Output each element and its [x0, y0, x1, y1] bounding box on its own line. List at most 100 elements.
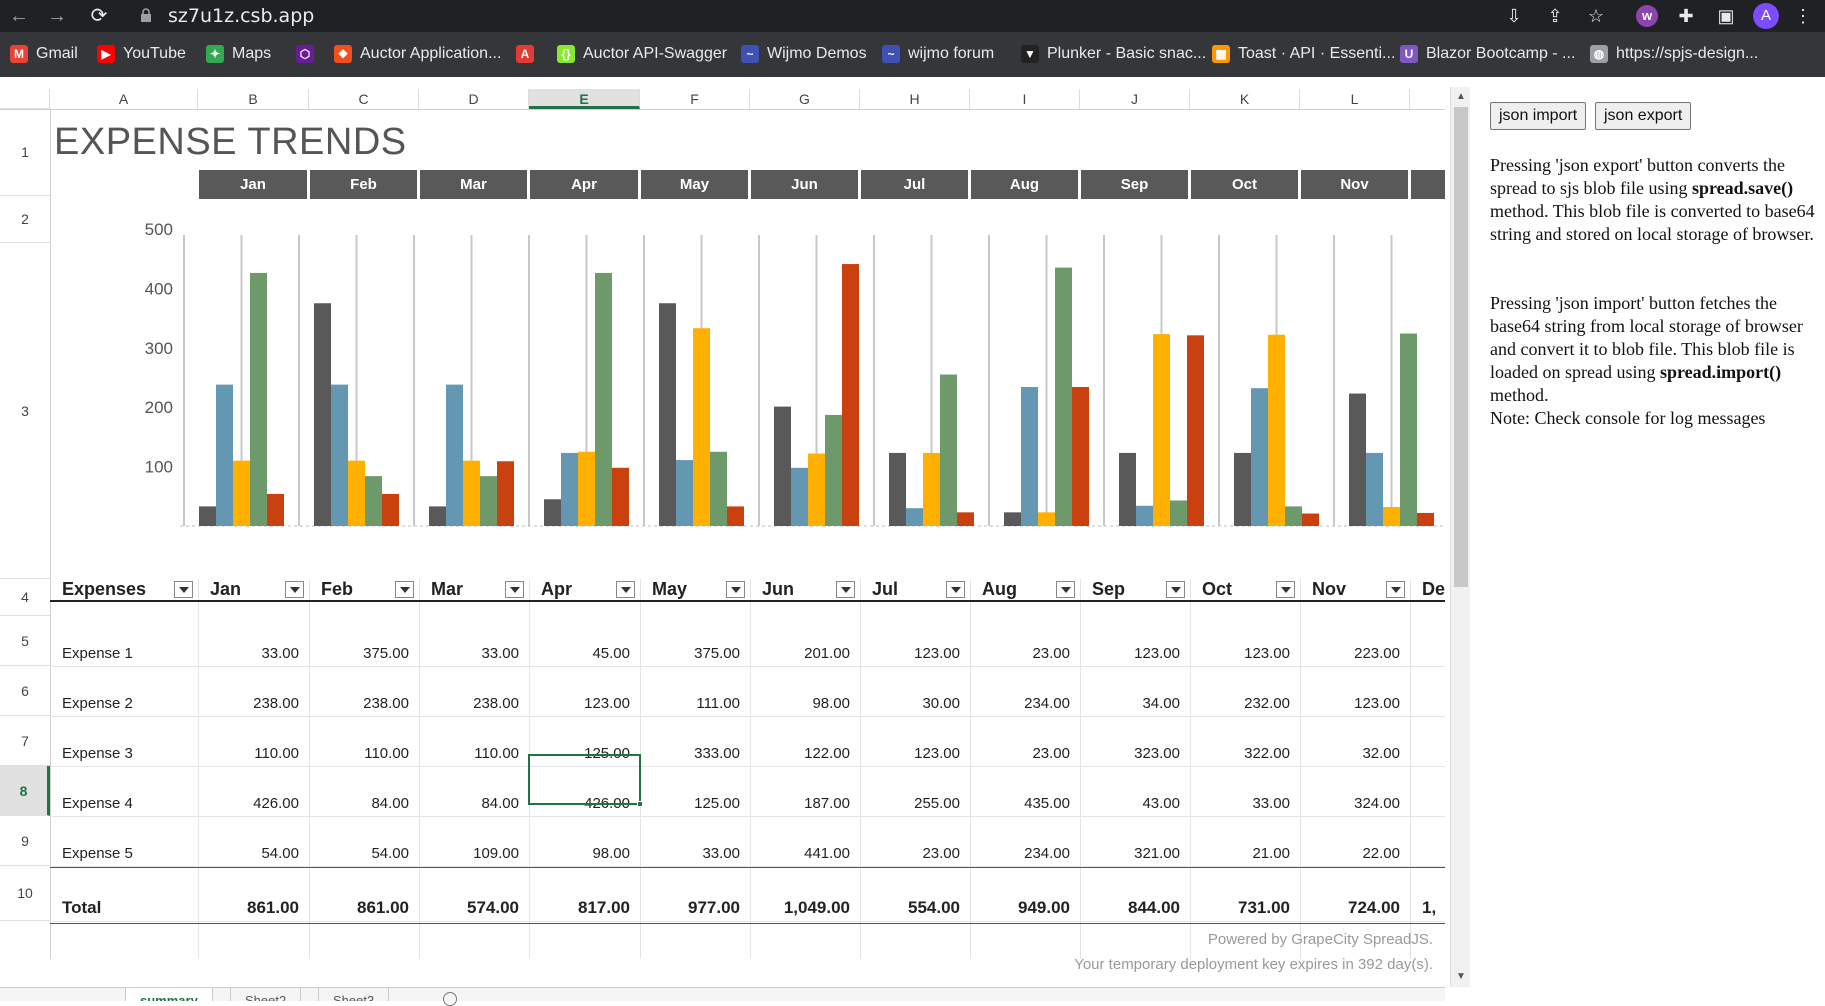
- bookmark-item[interactable]: ▼ Plunker - Basic snac...: [1021, 42, 1206, 66]
- column-header-d[interactable]: D: [419, 89, 529, 109]
- bookmark-item[interactable]: ◍ https://spjs-design...: [1590, 42, 1758, 66]
- filter-dropdown-icon[interactable]: [1056, 581, 1075, 598]
- table-cell[interactable]: 435.00: [1024, 795, 1070, 812]
- table-cell[interactable]: 323.00: [1134, 745, 1180, 762]
- total-cell[interactable]: 861.00: [247, 898, 299, 917]
- filter-dropdown-icon[interactable]: [1386, 581, 1405, 598]
- row-header-2[interactable]: 2: [0, 196, 50, 243]
- column-header-f[interactable]: F: [640, 89, 750, 109]
- bookmark-item[interactable]: A: [516, 42, 542, 66]
- bookmark-item[interactable]: M Gmail: [10, 42, 78, 66]
- table-cell[interactable]: 234.00: [1024, 695, 1070, 712]
- filter-dropdown-icon[interactable]: [946, 581, 965, 598]
- table-cell[interactable]: 23.00: [1032, 745, 1070, 762]
- table-cell[interactable]: 98.00: [592, 845, 630, 862]
- json-export-button[interactable]: json export: [1595, 102, 1692, 130]
- total-cell[interactable]: 949.00: [1018, 898, 1070, 917]
- total-cell[interactable]: 554.00: [908, 898, 960, 917]
- table-cell[interactable]: 321.00: [1134, 845, 1180, 862]
- column-header-j[interactable]: J: [1080, 89, 1190, 109]
- filter-dropdown-icon[interactable]: [285, 581, 304, 598]
- json-import-button[interactable]: json import: [1490, 102, 1587, 130]
- vertical-scrollbar[interactable]: ▲ ▼: [1450, 87, 1470, 987]
- table-cell[interactable]: 33.00: [1252, 795, 1290, 812]
- sheet-tab-summary[interactable]: summary: [125, 988, 213, 1001]
- column-header-h[interactable]: H: [860, 89, 970, 109]
- column-header-e[interactable]: E: [529, 89, 640, 109]
- menu-kebab-icon[interactable]: ⋮: [1794, 6, 1812, 26]
- table-cell[interactable]: 33.00: [481, 645, 519, 662]
- total-cell[interactable]: 1,049.00: [783, 898, 850, 917]
- column-header-g[interactable]: G: [750, 89, 860, 109]
- reload-icon[interactable]: ⟳: [90, 5, 108, 27]
- row-header-4[interactable]: 4: [0, 579, 50, 616]
- total-cell[interactable]: 1,: [1422, 898, 1437, 917]
- total-cell[interactable]: 724.00: [1348, 898, 1400, 917]
- table-cell[interactable]: 32.00: [1362, 745, 1400, 762]
- table-cell[interactable]: 33.00: [702, 845, 740, 862]
- table-cell[interactable]: 123.00: [1354, 695, 1400, 712]
- total-cell[interactable]: 731.00: [1238, 898, 1290, 917]
- expense-trends-chart[interactable]: 100 200 300 400 500: [50, 199, 1445, 549]
- column-header-k[interactable]: K: [1190, 89, 1300, 109]
- table-cell[interactable]: 45.00: [592, 645, 630, 662]
- filter-dropdown-icon[interactable]: [836, 581, 855, 598]
- filter-dropdown-icon[interactable]: [726, 581, 745, 598]
- row-header-7[interactable]: 7: [0, 716, 50, 766]
- table-cell[interactable]: 123.00: [914, 745, 960, 762]
- table-cell[interactable]: 223.00: [1354, 645, 1400, 662]
- row-header-5[interactable]: 5: [0, 616, 50, 666]
- scrollbar-thumb[interactable]: [1454, 107, 1468, 587]
- table-cell[interactable]: 333.00: [694, 745, 740, 762]
- filter-dropdown-icon[interactable]: [395, 581, 414, 598]
- sheet-tab-sheet2[interactable]: Sheet2: [230, 988, 302, 1001]
- table-cell[interactable]: 123.00: [914, 645, 960, 662]
- table-cell[interactable]: 255.00: [914, 795, 960, 812]
- spreadsheet[interactable]: A B C D E F G H I J K L 1 2 3 4 5 6 7 8 9 10 EXPENSE TRENDS Jan…: [0, 77, 1445, 1001]
- bookmark-item[interactable]: ▦ Toast · API · Essenti...: [1212, 42, 1395, 66]
- extensions-puzzle-icon[interactable]: ✚: [1678, 6, 1694, 26]
- table-cell[interactable]: 34.00: [1142, 695, 1180, 712]
- table-cell[interactable]: 238.00: [363, 695, 409, 712]
- table-cell[interactable]: 23.00: [922, 845, 960, 862]
- row-header-6[interactable]: 6: [0, 666, 50, 716]
- table-cell[interactable]: 122.00: [804, 745, 850, 762]
- table-cell[interactable]: 322.00: [1244, 745, 1290, 762]
- table-cell[interactable]: 43.00: [1142, 795, 1180, 812]
- column-header-l[interactable]: L: [1300, 89, 1410, 109]
- table-cell[interactable]: 54.00: [261, 845, 299, 862]
- table-cell[interactable]: 109.00: [473, 845, 519, 862]
- table-cell[interactable]: 22.00: [1362, 845, 1400, 862]
- scroll-down-icon[interactable]: ▼: [1456, 971, 1466, 982]
- add-sheet-icon[interactable]: [443, 992, 457, 1006]
- table-cell[interactable]: 234.00: [1024, 845, 1070, 862]
- table-cell[interactable]: 238.00: [473, 695, 519, 712]
- table-cell[interactable]: 441.00: [804, 845, 850, 862]
- table-cell[interactable]: 110.00: [364, 745, 409, 762]
- bookmark-item[interactable]: ~ wijmo forum: [882, 42, 994, 66]
- bookmark-item[interactable]: ❖ Auctor Application...: [334, 42, 501, 66]
- row-header-3[interactable]: 3: [0, 243, 50, 579]
- install-icon[interactable]: ⇩: [1506, 6, 1522, 26]
- table-cell[interactable]: 84.00: [481, 795, 519, 812]
- bookmark-item[interactable]: U Blazor Bootcamp - ...: [1400, 42, 1575, 66]
- total-cell[interactable]: 817.00: [578, 898, 630, 917]
- bookmark-item[interactable]: ▶ YouTube: [97, 42, 186, 66]
- table-cell[interactable]: 110.00: [254, 745, 299, 762]
- bookmark-item[interactable]: ⬡: [296, 42, 322, 66]
- profile-avatar[interactable]: A: [1753, 3, 1779, 29]
- column-header-a[interactable]: A: [50, 89, 198, 109]
- side-panel-icon[interactable]: ▣: [1717, 6, 1735, 26]
- address-bar[interactable]: sz7u1z.csb.app: [168, 5, 315, 27]
- scroll-up-icon[interactable]: ▲: [1456, 91, 1466, 102]
- table-cell[interactable]: 324.00: [1354, 795, 1400, 812]
- table-cell[interactable]: 123.00: [584, 695, 630, 712]
- table-cell[interactable]: 84.00: [371, 795, 409, 812]
- bookmark-item[interactable]: ~ Wijmo Demos: [741, 42, 867, 66]
- forward-icon[interactable]: →: [47, 5, 67, 27]
- column-header-i[interactable]: I: [970, 89, 1080, 109]
- row-header-8[interactable]: 8: [0, 766, 50, 816]
- table-cell[interactable]: 201.00: [804, 645, 850, 662]
- bookmark-item[interactable]: ✦ Maps: [206, 42, 271, 66]
- total-cell[interactable]: 574.00: [467, 898, 519, 917]
